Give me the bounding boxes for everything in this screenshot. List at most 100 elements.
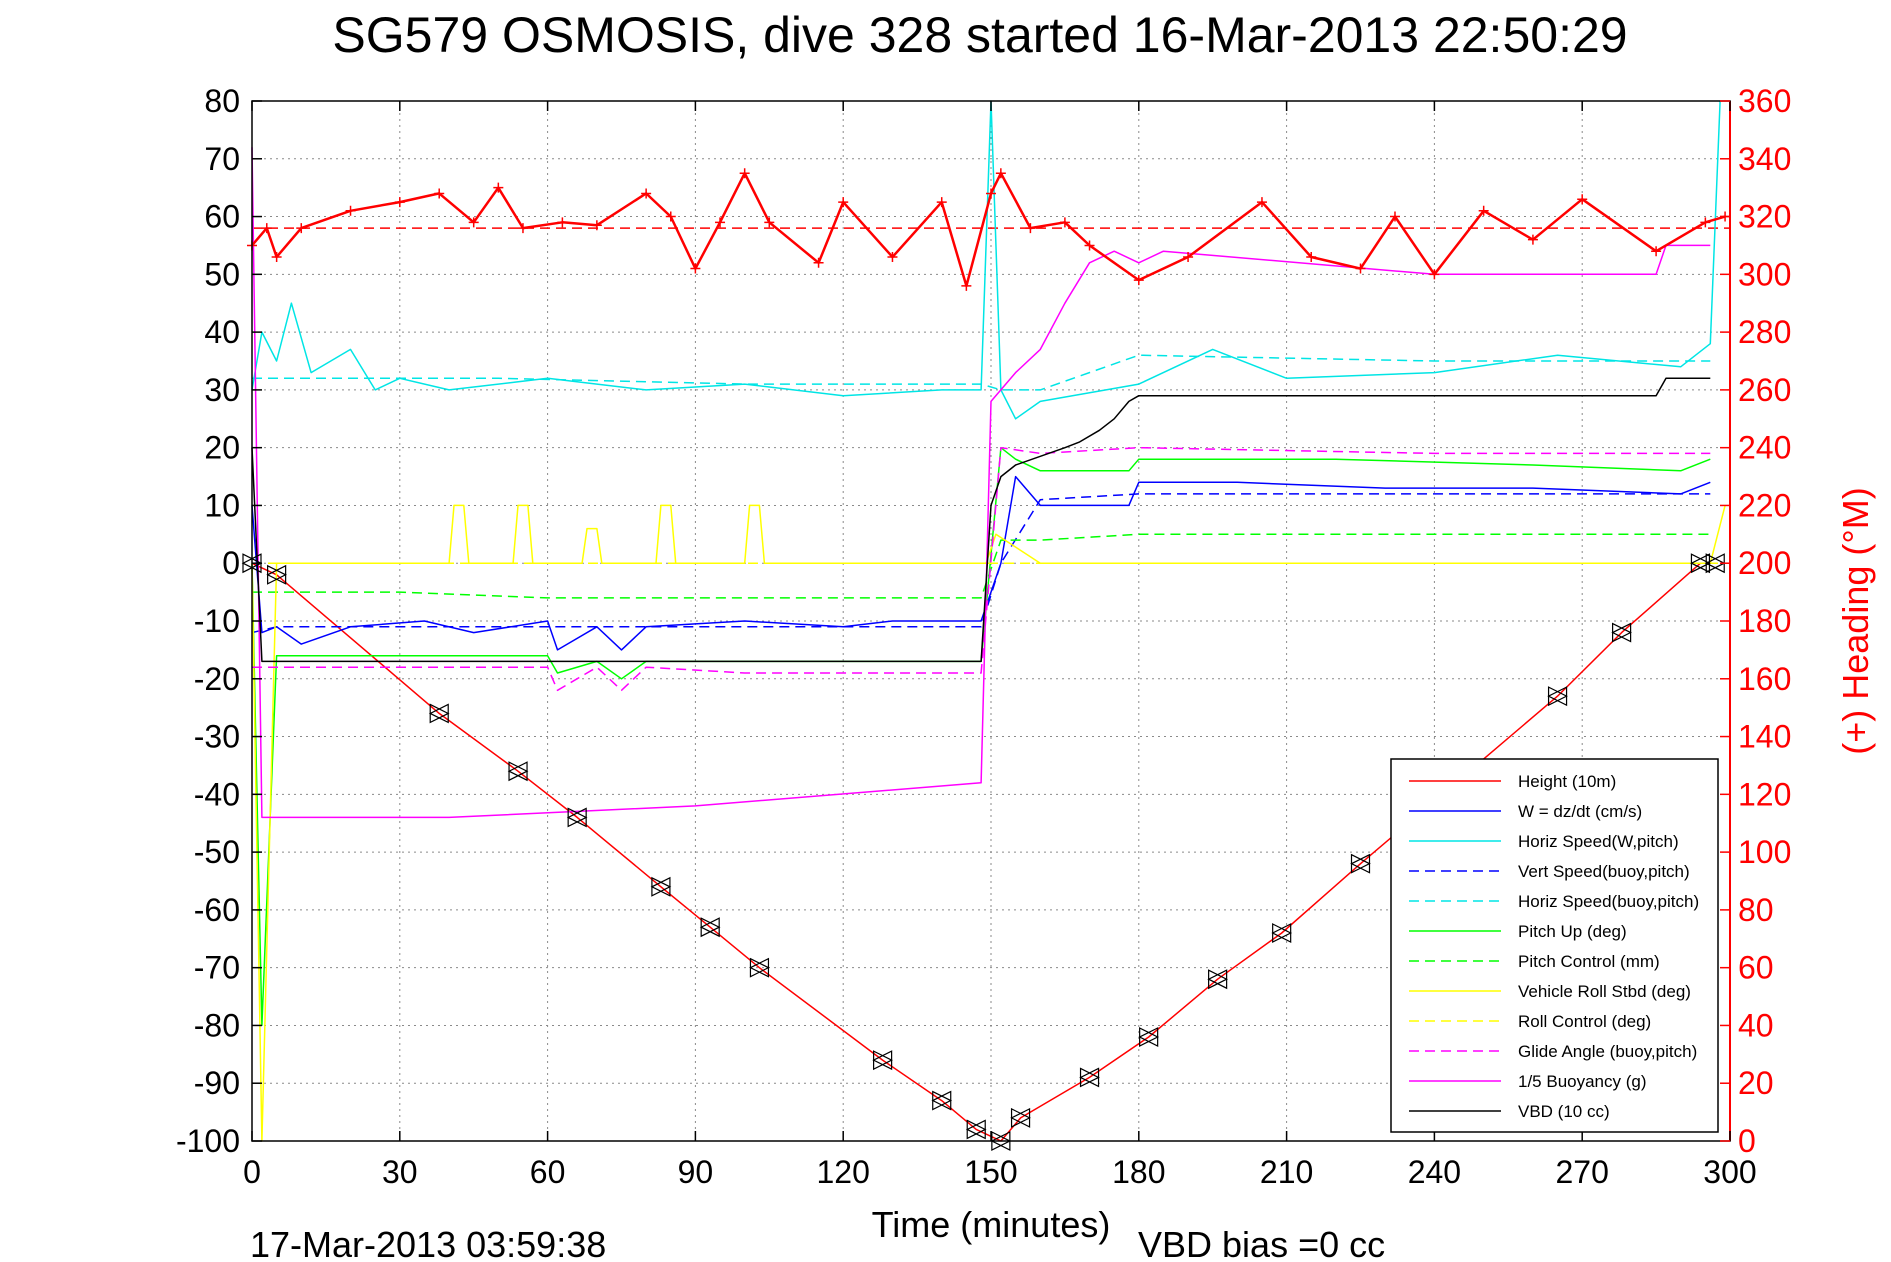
heading-point: [1527, 234, 1538, 245]
x-tick-label: 270: [1556, 1154, 1609, 1190]
vbd-bias-label: VBD bias =0 cc: [1138, 1224, 1385, 1262]
x-tick-label: 30: [382, 1154, 418, 1190]
height-marker-mirror: [749, 957, 770, 978]
heading-point: [591, 220, 602, 231]
height-marker-mirror: [1611, 622, 1632, 643]
y-tick-label: 40: [204, 314, 240, 350]
height-marker-mirror: [1547, 686, 1568, 707]
heading-point: [887, 252, 898, 262]
chart-title: SG579 OSMOSIS, dive 328 started 16-Mar-2…: [332, 7, 1627, 63]
y2-tick-label: 100: [1738, 834, 1791, 870]
heading-point: [261, 223, 272, 234]
height-marker-mirror: [1350, 853, 1371, 874]
height-marker-mirror: [650, 876, 671, 897]
legend-label: 1/5 Buoyancy (g): [1518, 1072, 1647, 1091]
y-tick-label: -60: [194, 892, 240, 928]
y-tick-label: 0: [222, 545, 240, 581]
series-layer: [247, 100, 1731, 1142]
series-line-1: [251, 475, 1711, 651]
heading-point: [690, 263, 701, 274]
heading-point: [1183, 252, 1194, 262]
y-tick-label: 70: [204, 141, 240, 177]
heading-point: [1059, 217, 1070, 228]
heading-point: [641, 188, 652, 199]
heading-point: [1355, 263, 1366, 274]
height-marker-mirror: [1138, 1027, 1159, 1047]
y2-tick-label: 220: [1738, 487, 1791, 523]
y2-tick-label: 360: [1738, 83, 1791, 119]
legend-label: Height (10m): [1518, 772, 1616, 791]
y2-tick-label: 340: [1738, 141, 1791, 177]
y2-tick-label: 200: [1738, 545, 1791, 581]
heading-point: [1306, 252, 1317, 262]
y-tick-label: -50: [194, 834, 240, 870]
legend-label: Vehicle Roll Stbd (deg): [1518, 982, 1691, 1001]
y2-tick-label: 260: [1738, 372, 1791, 408]
legend-label: W = dz/dt (cm/s): [1518, 802, 1642, 821]
heading-point: [764, 217, 775, 228]
y-tick-label: -80: [194, 1007, 240, 1043]
y2-tick-label: 180: [1738, 603, 1791, 639]
height-marker-mirror: [1690, 553, 1711, 574]
heading-point: [493, 182, 504, 193]
y-tick-label: -30: [194, 719, 240, 755]
legend-label: Pitch Up (deg): [1518, 922, 1627, 941]
legend-label: Vert Speed(buoy,pitch): [1518, 862, 1690, 881]
legend-label: Horiz Speed(buoy,pitch): [1518, 892, 1699, 911]
heading-point: [813, 257, 824, 268]
heading-point: [1577, 194, 1588, 205]
series-line-4: [252, 354, 1711, 391]
x-tick-label: 120: [817, 1154, 870, 1190]
heading-point: [986, 188, 996, 199]
y-axis-right-label: (+) Heading (°M): [1835, 487, 1876, 754]
heading-point: [557, 217, 568, 228]
x-tick-label: 240: [1408, 1154, 1461, 1190]
height-marker-mirror: [965, 1119, 986, 1140]
footer-timestamp: 17-Mar-2013 03:59:38: [250, 1224, 606, 1262]
y-tick-label: 50: [204, 256, 240, 292]
y2-tick-label: 280: [1738, 314, 1791, 350]
y-axis-right: 3603403203002802602402202001801601401201…: [1720, 83, 1791, 1159]
height-marker-mirror: [1207, 969, 1228, 990]
y-tick-label: -10: [194, 603, 240, 639]
series-line-6: [252, 533, 1711, 599]
y-tick-label: 30: [204, 372, 240, 408]
y2-tick-label: 60: [1738, 950, 1774, 986]
x-tick-label: 60: [530, 1154, 566, 1190]
y-tick-label: -40: [194, 776, 240, 812]
heading-point: [394, 197, 405, 208]
heading-point: [1025, 223, 1036, 234]
heading-point: [468, 217, 479, 228]
heading-point: [1700, 217, 1711, 228]
height-marker-mirror: [1010, 1107, 1031, 1128]
y-tick-label: 20: [204, 430, 240, 466]
legend-label: Glide Angle (buoy,pitch): [1518, 1042, 1697, 1061]
heading-point: [345, 205, 356, 216]
y2-tick-label: 20: [1738, 1065, 1774, 1101]
heading-point: [995, 168, 1006, 179]
heading-point: [434, 188, 445, 199]
y-tick-label: 60: [204, 199, 240, 235]
heading-point: [1389, 211, 1400, 222]
y2-tick-label: 80: [1738, 892, 1774, 928]
heading-point: [296, 223, 307, 234]
heading-point: [1133, 275, 1144, 286]
y2-tick-label: 160: [1738, 661, 1791, 697]
height-marker-mirror: [266, 564, 287, 585]
heading-point: [1651, 246, 1662, 257]
y2-tick-label: 140: [1738, 719, 1791, 755]
legend-label: VBD (10 cc): [1518, 1102, 1610, 1121]
height-marker-mirror: [507, 761, 528, 782]
heading-point: [961, 280, 972, 291]
y-axis-left: 80 70 60 50 40 30 20 10 0 -10 -20 -30 -40 -50 -60 -70 -8…: [176, 83, 262, 1159]
legend-label: Roll Control (deg): [1518, 1012, 1651, 1031]
x-tick-label: 90: [678, 1154, 714, 1190]
legend-items: Height (10m) W = dz/dt (cm/s) Horiz Speed(…: [1409, 772, 1699, 1121]
heading-point: [936, 197, 947, 208]
heading-point: [1084, 240, 1095, 251]
x-tick-label: 0: [243, 1154, 261, 1190]
heading-point: [739, 168, 750, 179]
y2-tick-label: 40: [1738, 1007, 1774, 1043]
heading-point: [1256, 197, 1267, 208]
